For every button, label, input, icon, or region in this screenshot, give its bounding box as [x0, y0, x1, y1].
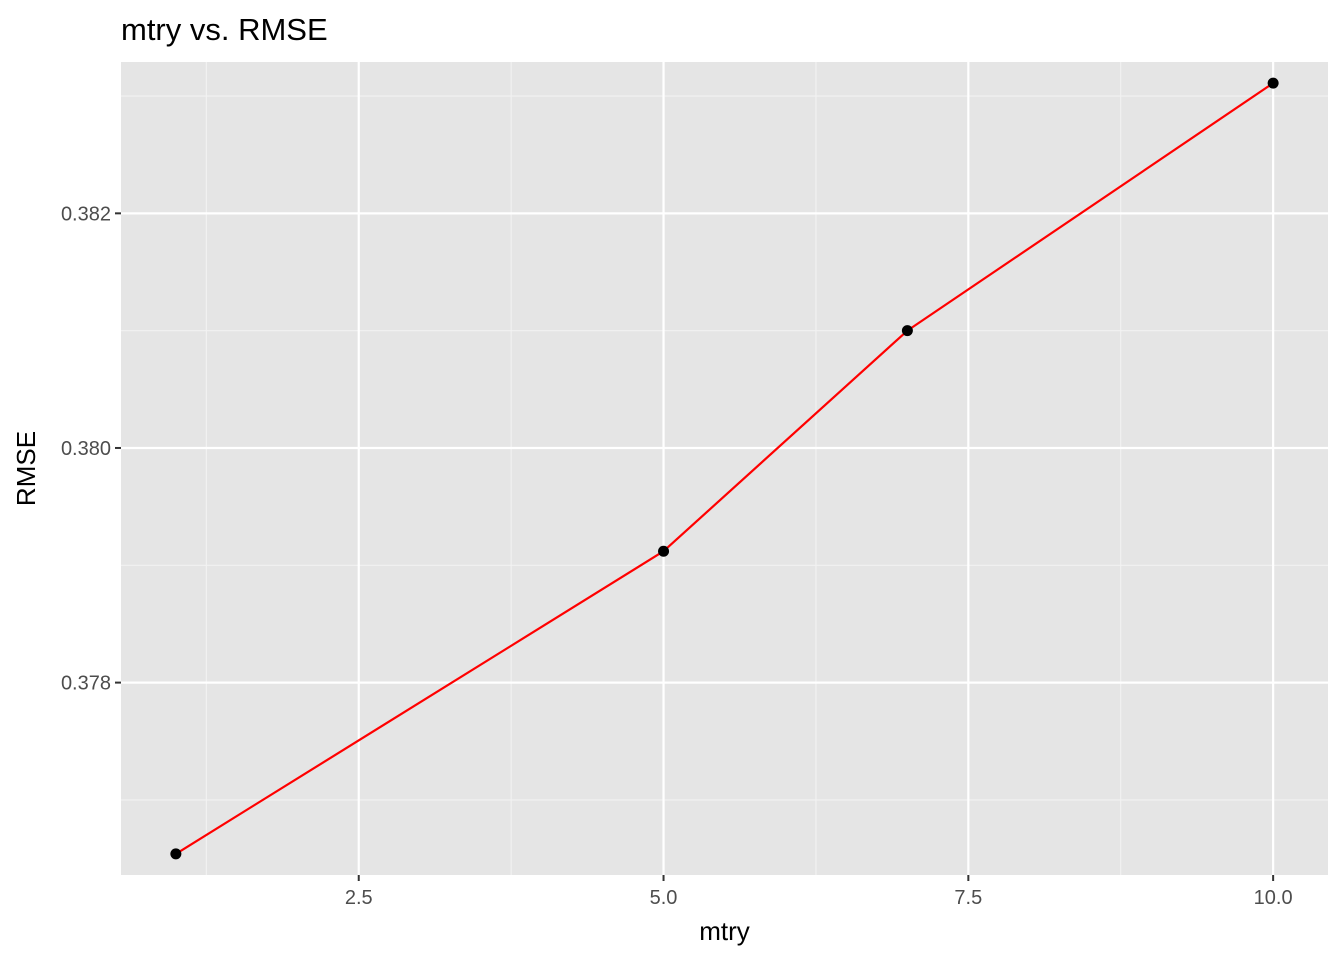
data-point [658, 545, 670, 557]
data-point [170, 848, 182, 860]
x-tick-label: 10.0 [1254, 887, 1293, 909]
series-line [175, 82, 1274, 855]
y-tick-label: 0.378 [61, 673, 111, 695]
major-gridlines [121, 62, 1328, 875]
y-tick-label: 0.382 [61, 203, 111, 225]
y-tick-label: 0.380 [61, 438, 111, 460]
chart-title: mtry vs. RMSE [121, 12, 328, 47]
x-tick-label: 2.5 [345, 887, 373, 909]
data-point [901, 325, 913, 337]
y-axis-title: RMSE [11, 431, 41, 506]
x-tick-label: 7.5 [954, 887, 982, 909]
minor-gridlines [121, 62, 1328, 875]
x-tick-label: 5.0 [650, 887, 678, 909]
plot-panel [121, 62, 1328, 875]
x-axis-title: mtry [699, 916, 750, 946]
data-series [170, 77, 1279, 860]
data-point [1267, 77, 1279, 89]
axes: 2.5 5.0 7.5 10.0 0.378 0.380 0.382 [61, 203, 1293, 909]
